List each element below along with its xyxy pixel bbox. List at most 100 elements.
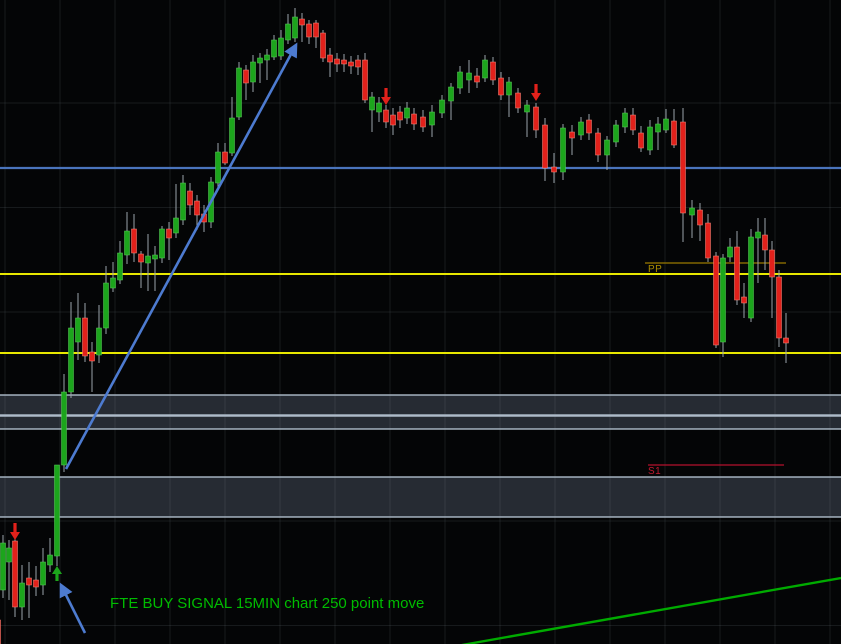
bullish-candle: [404, 107, 410, 119]
bullish-candle: [180, 182, 186, 221]
bearish-candle: [542, 124, 548, 169]
bullish-candle: [124, 230, 130, 256]
bullish-candle: [369, 96, 375, 111]
bearish-candle: [697, 209, 703, 226]
bullish-candle: [96, 327, 102, 356]
bullish-candle: [655, 123, 661, 133]
bullish-candle: [663, 118, 669, 131]
bearish-candle: [320, 32, 326, 59]
bearish-candle: [490, 61, 496, 81]
bullish-candle: [117, 252, 123, 281]
bearish-candle: [306, 23, 312, 38]
bullish-candle: [466, 72, 472, 81]
bearish-candle: [33, 579, 39, 588]
bearish-candle: [741, 296, 747, 304]
bearish-candle: [166, 228, 172, 239]
bullish-candle: [0, 542, 6, 591]
bearish-candle: [327, 54, 333, 63]
bearish-candle: [0, 619, 1, 644]
bullish-candle: [159, 228, 165, 259]
bearish-candle: [498, 77, 504, 96]
bullish-candle: [748, 236, 754, 319]
bearish-candle: [569, 131, 575, 139]
bullish-candle: [40, 561, 46, 586]
big-blue-move-arrow[interactable]: [64, 42, 298, 470]
bullish-candle: [103, 282, 109, 329]
bullish-candle: [292, 16, 298, 39]
bearish-candle: [131, 228, 137, 254]
bearish-candle: [533, 106, 539, 131]
supply-demand-zone-1[interactable]: [0, 395, 841, 415]
sell-signal-arrow: [531, 84, 542, 101]
bearish-candle: [630, 114, 636, 131]
bullish-candle: [75, 317, 81, 343]
bullish-candle: [229, 117, 235, 154]
bearish-candle: [769, 249, 775, 278]
bearish-candle: [671, 120, 677, 146]
bearish-candle: [12, 540, 18, 608]
bullish-candle: [506, 81, 512, 96]
bullish-candle: [173, 217, 179, 234]
s1-support-label: S1: [648, 466, 662, 477]
bearish-candle: [194, 200, 200, 216]
bullish-candle: [152, 254, 158, 260]
bearish-candle: [680, 121, 686, 214]
bearish-candle: [299, 18, 305, 26]
bullish-candle: [61, 391, 67, 466]
bullish-candle: [68, 327, 74, 393]
green-trend-line[interactable]: [461, 576, 841, 644]
bullish-candle: [689, 207, 695, 216]
bearish-candle: [362, 59, 368, 101]
bullish-candle: [755, 231, 761, 239]
sell-signal-arrow: [381, 88, 391, 105]
bullish-candle: [578, 121, 584, 136]
bullish-candle: [110, 277, 116, 289]
small-blue-pointer-arrow[interactable]: [59, 582, 87, 634]
bearish-candle: [420, 116, 426, 128]
bullish-candle: [604, 139, 610, 156]
bearish-candle: [355, 59, 361, 68]
supply-demand-zone-3[interactable]: [0, 477, 841, 517]
bullish-candle: [727, 246, 733, 258]
bearish-candle: [595, 132, 601, 156]
bearish-candle: [26, 577, 32, 586]
bullish-candle: [647, 126, 653, 151]
bearish-candle: [390, 114, 396, 126]
bullish-candle: [429, 111, 435, 126]
bullish-candle: [439, 99, 445, 114]
bullish-candle: [271, 39, 277, 58]
bearish-candle: [243, 69, 249, 84]
bearish-candle: [397, 111, 403, 121]
bearish-candle: [638, 132, 644, 149]
supply-demand-zone-2[interactable]: [0, 416, 841, 429]
bullish-candle: [236, 67, 242, 118]
bearish-candle: [383, 109, 389, 123]
bullish-candle: [457, 71, 463, 89]
bullish-candle: [278, 37, 284, 57]
bullish-candle: [250, 61, 256, 83]
bearish-candle: [474, 75, 480, 83]
bullish-candle: [448, 86, 454, 102]
bearish-candle: [783, 337, 789, 344]
buy-signal-annotation-text[interactable]: FTE BUY SIGNAL 15MIN chart 250 point mov…: [110, 595, 425, 612]
bearish-candle: [551, 166, 557, 173]
bullish-candle: [264, 54, 270, 61]
buy-signal-arrow: [51, 566, 62, 581]
bearish-candle: [138, 253, 144, 263]
bullish-candle: [560, 127, 566, 173]
pp-pivot-label: PP: [648, 264, 663, 275]
bullish-candle: [6, 547, 12, 563]
bearish-candle: [762, 234, 768, 251]
bullish-candle: [215, 151, 221, 184]
bullish-candle: [19, 582, 25, 608]
bearish-candle: [515, 92, 521, 109]
bullish-candle: [482, 59, 488, 79]
bullish-candle: [720, 257, 726, 343]
bearish-candle: [348, 61, 354, 67]
bullish-candle: [622, 112, 628, 128]
bearish-candle: [187, 190, 193, 206]
bullish-candle: [524, 104, 530, 113]
sell-signal-arrow: [10, 523, 20, 540]
